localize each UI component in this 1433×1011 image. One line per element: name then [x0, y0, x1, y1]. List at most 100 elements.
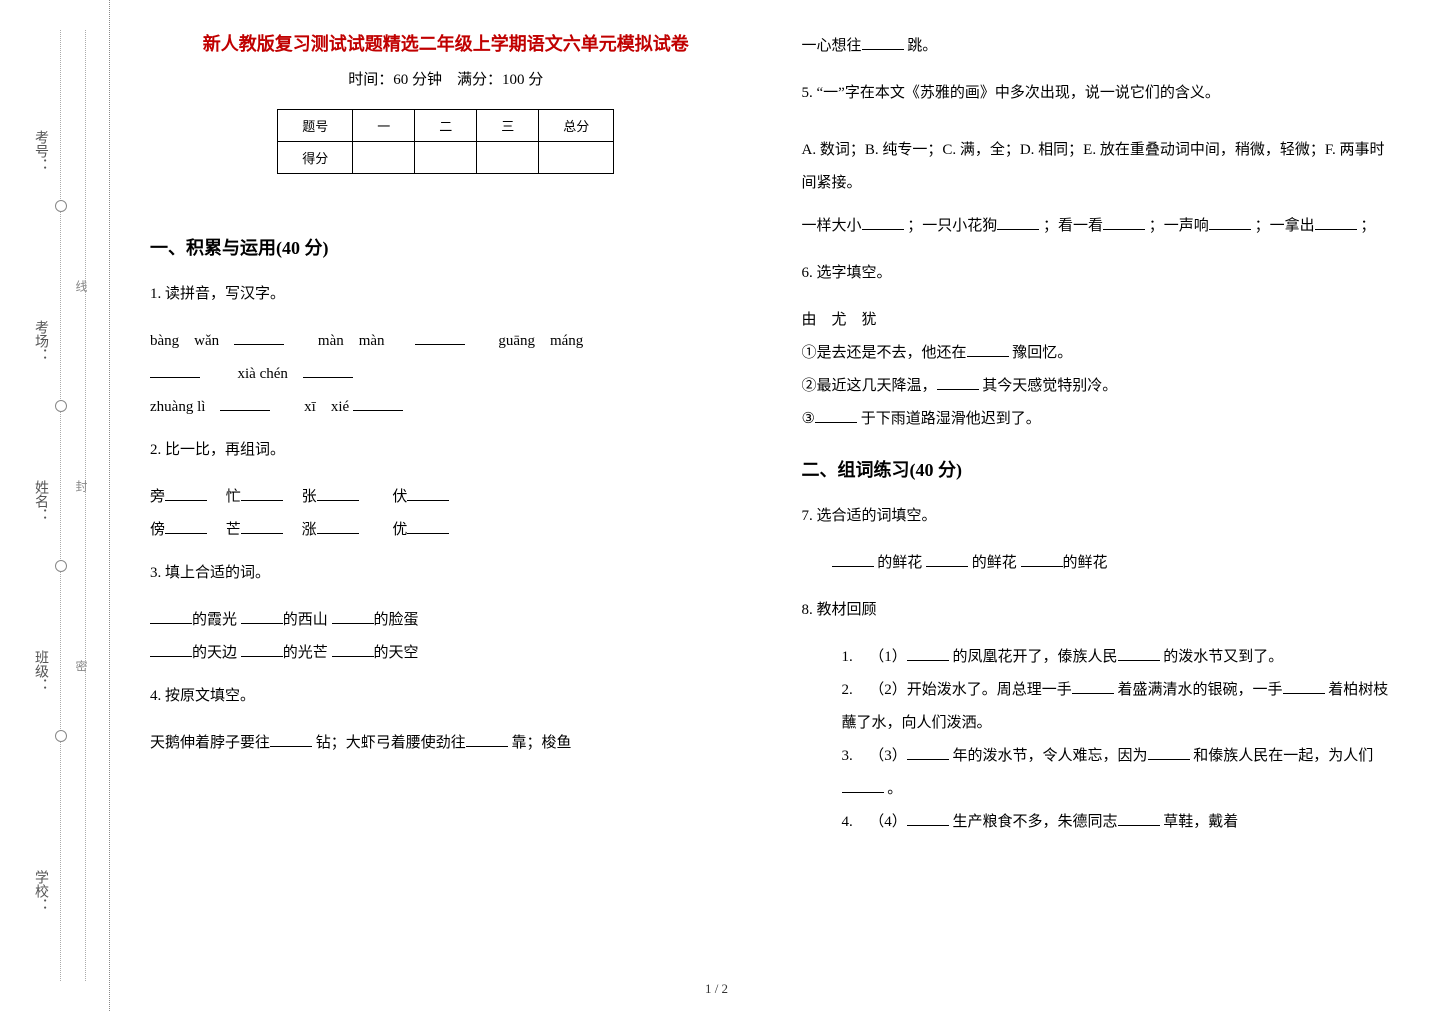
answer-blank[interactable]: [407, 486, 449, 501]
td: 得分: [278, 142, 353, 174]
answer-blank[interactable]: [165, 519, 207, 534]
answer-blank[interactable]: [967, 342, 1009, 357]
answer-blank[interactable]: [353, 396, 403, 411]
answer-blank[interactable]: [241, 609, 283, 624]
txt: 的凤凰花开了，傣族人民: [953, 649, 1118, 665]
q4-title: 4. 按原文填空。: [150, 680, 742, 713]
answer-blank[interactable]: [907, 745, 949, 760]
answer-blank[interactable]: [150, 642, 192, 657]
answer-blank[interactable]: [241, 642, 283, 657]
answer-blank[interactable]: [926, 552, 968, 567]
txt: ①是去还是不去，他还在: [802, 345, 967, 361]
answer-blank[interactable]: [1283, 679, 1325, 694]
td: [539, 142, 614, 174]
answer-blank[interactable]: [862, 35, 904, 50]
answer-blank[interactable]: [907, 646, 949, 661]
answer-blank[interactable]: [150, 609, 192, 624]
char: 芒: [226, 522, 241, 538]
content-area: 新人教版复习测试试题精选二年级上学期语文六单元模拟试卷 时间：60 分钟 满分：…: [110, 0, 1433, 1011]
q2-line: 旁 忙 张 伏: [150, 481, 742, 514]
pinyin: xià chén: [204, 366, 303, 382]
score-table: 题号 一 二 三 总分 得分: [277, 109, 614, 174]
answer-blank[interactable]: [1021, 552, 1063, 567]
txt: 靠；梭鱼: [512, 735, 572, 751]
txt: ；看一看: [1043, 218, 1103, 234]
q2-line: 傍 芒 涨 优: [150, 514, 742, 547]
answer-blank[interactable]: [407, 519, 449, 534]
txt: 的鲜花: [968, 555, 1017, 571]
txt: 其今天感觉特别冷。: [982, 378, 1117, 394]
q3-line: 的霞光 的西山 的脸蛋: [150, 604, 742, 637]
char: 旁: [150, 489, 165, 505]
th: 总分: [539, 110, 614, 142]
answer-blank[interactable]: [165, 486, 207, 501]
margin-circle: [55, 560, 67, 572]
answer-blank[interactable]: [1209, 215, 1251, 230]
answer-blank[interactable]: [270, 732, 312, 747]
char: 张: [302, 489, 317, 505]
table-row: 题号 一 二 三 总分: [278, 110, 614, 142]
txt: ③: [802, 411, 815, 427]
txt: 一样大小: [802, 218, 862, 234]
txt: 的霞光: [192, 612, 241, 628]
answer-blank[interactable]: [241, 486, 283, 501]
answer-blank[interactable]: [317, 519, 359, 534]
txt: （3）: [869, 748, 907, 764]
continued-line: 一心想往 跳。: [802, 30, 1394, 63]
txt: （4）: [869, 814, 907, 830]
answer-blank[interactable]: [937, 375, 979, 390]
txt: 草鞋，戴着: [1163, 814, 1238, 830]
answer-blank[interactable]: [1072, 679, 1114, 694]
txt: 的脸蛋: [374, 612, 419, 628]
pinyin: màn màn: [288, 333, 415, 349]
answer-blank[interactable]: [332, 642, 374, 657]
td: [415, 142, 477, 174]
section-1-head: 一、积累与运用(40 分): [150, 234, 742, 260]
char: 傍: [150, 522, 165, 538]
left-column: 新人教版复习测试试题精选二年级上学期语文六单元模拟试卷 时间：60 分钟 满分：…: [150, 30, 742, 981]
answer-blank[interactable]: [241, 519, 283, 534]
txt: 一心想往: [802, 38, 862, 54]
list-item: 4. （4） 生产粮食不多，朱德同志 草鞋，戴着: [842, 806, 1394, 839]
txt: 的泼水节又到了。: [1163, 649, 1283, 665]
answer-blank[interactable]: [832, 552, 874, 567]
answer-blank[interactable]: [466, 732, 508, 747]
q6-chars: 由 尤 犹: [802, 304, 1394, 337]
q3-line: 的天边 的光芒 的天空: [150, 637, 742, 670]
section-2-head: 二、组词练习(40 分): [802, 456, 1394, 482]
answer-blank[interactable]: [1148, 745, 1190, 760]
answer-blank[interactable]: [303, 363, 353, 378]
answer-blank[interactable]: [150, 363, 200, 378]
answer-blank[interactable]: [332, 609, 374, 624]
txt: 的鲜花: [1063, 555, 1108, 571]
q8-title: 8. 教材回顾: [802, 594, 1394, 627]
num: 1.: [842, 641, 866, 674]
q6-title: 6. 选字填空。: [802, 257, 1394, 290]
exam-title: 新人教版复习测试试题精选二年级上学期语文六单元模拟试卷: [150, 30, 742, 56]
q2-title: 2. 比一比，再组词。: [150, 434, 742, 467]
answer-blank[interactable]: [815, 408, 857, 423]
answer-blank[interactable]: [1118, 811, 1160, 826]
margin-circle: [55, 200, 67, 212]
cut-label-seal: 封: [73, 480, 90, 492]
answer-blank[interactable]: [842, 778, 884, 793]
answer-blank[interactable]: [1315, 215, 1357, 230]
answer-blank[interactable]: [997, 215, 1039, 230]
pinyin: guāng máng: [468, 333, 583, 349]
answer-blank[interactable]: [907, 811, 949, 826]
answer-blank[interactable]: [415, 330, 465, 345]
txt: 和傣族人民在一起，为人们: [1193, 748, 1373, 764]
answer-blank[interactable]: [1103, 215, 1145, 230]
answer-blank[interactable]: [1118, 646, 1160, 661]
answer-blank[interactable]: [220, 396, 270, 411]
th: 一: [353, 110, 415, 142]
answer-blank[interactable]: [234, 330, 284, 345]
txt: ；: [1360, 218, 1375, 234]
q7-title: 7. 选合适的词填空。: [802, 500, 1394, 533]
answer-blank[interactable]: [317, 486, 359, 501]
txt: （2）开始泼水了。周总理一手: [869, 682, 1072, 698]
exam-subtitle: 时间：60 分钟 满分：100 分: [150, 68, 742, 89]
margin-label-class: 班级：: [30, 650, 50, 692]
answer-blank[interactable]: [862, 215, 904, 230]
txt: ；一拿出: [1255, 218, 1315, 234]
